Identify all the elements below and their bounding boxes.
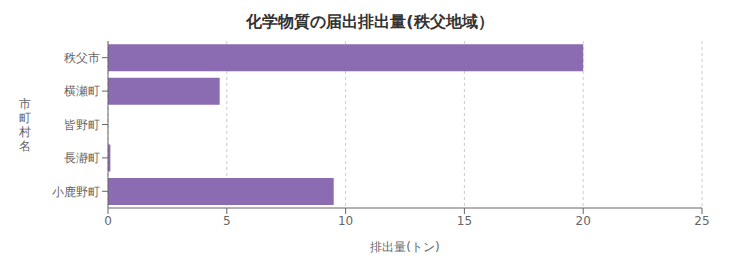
svg-text:25: 25 xyxy=(694,214,709,228)
svg-text:20: 20 xyxy=(576,214,591,228)
svg-text:横瀬町: 横瀬町 xyxy=(64,84,100,98)
svg-text:小鹿野町: 小鹿野町 xyxy=(52,185,100,199)
html-text:化学物質の届出排出量(秩父地域）: 化学物質の届出排出量(秩父地域） xyxy=(246,12,494,31)
svg-text:0: 0 xyxy=(104,214,112,228)
svg-text:10: 10 xyxy=(338,214,353,228)
svg-text:5: 5 xyxy=(223,214,231,228)
svg-text:15: 15 xyxy=(457,214,472,228)
svg-text:排出量(トン): 排出量(トン) xyxy=(370,240,439,254)
svg-text:秩父市: 秩父市 xyxy=(64,51,100,65)
svg-text:長瀞町: 長瀞町 xyxy=(64,151,100,165)
svg-text:市町村名: 市町村名 xyxy=(18,97,31,153)
svg-text:皆野町: 皆野町 xyxy=(64,118,100,132)
